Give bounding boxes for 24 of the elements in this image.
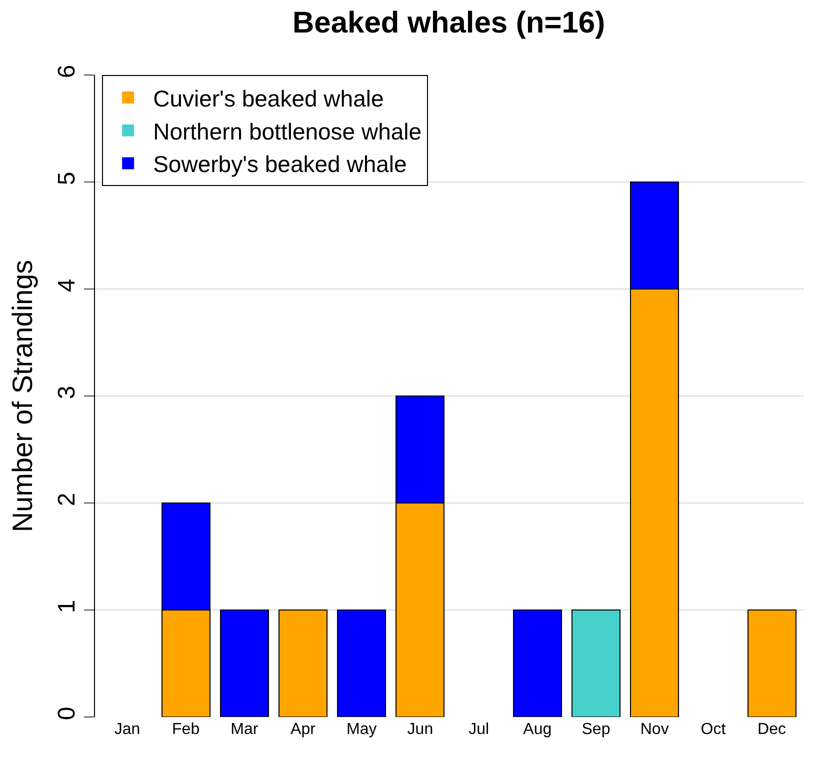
legend-label: Sowerby's beaked whale (153, 151, 407, 178)
x-tick-label: Jul (468, 721, 490, 738)
y-tick-label: 4 (53, 278, 80, 292)
x-tick-label: Dec (758, 721, 786, 738)
y-tick-label: 2 (53, 492, 80, 506)
y-axis-title: Number of Strandings (7, 260, 38, 532)
chart-title: Beaked whales (n=16) (292, 6, 606, 40)
x-tick-label: Oct (700, 721, 726, 738)
y-tick-label: 1 (53, 600, 80, 614)
y-tick-label: 3 (53, 386, 80, 400)
x-tick-label: Apr (290, 721, 316, 738)
y-tick-label: 5 (53, 172, 80, 186)
x-tick-label: Mar (230, 721, 259, 738)
y-tick-label: 6 (53, 64, 80, 78)
x-tick-label: Jan (114, 721, 140, 738)
legend-label: Cuvier's beaked whale (153, 85, 384, 112)
x-tick-label: Feb (172, 721, 200, 738)
x-tick-label: Nov (640, 721, 669, 738)
y-tick-label: 0 (53, 706, 80, 720)
x-tick-label: May (346, 721, 377, 738)
x-tick-label: Aug (523, 721, 552, 738)
x-tick-label: Sep (582, 721, 610, 738)
x-tick-label: Jun (407, 721, 434, 738)
legend-label: Northern bottlenose whale (153, 118, 422, 144)
